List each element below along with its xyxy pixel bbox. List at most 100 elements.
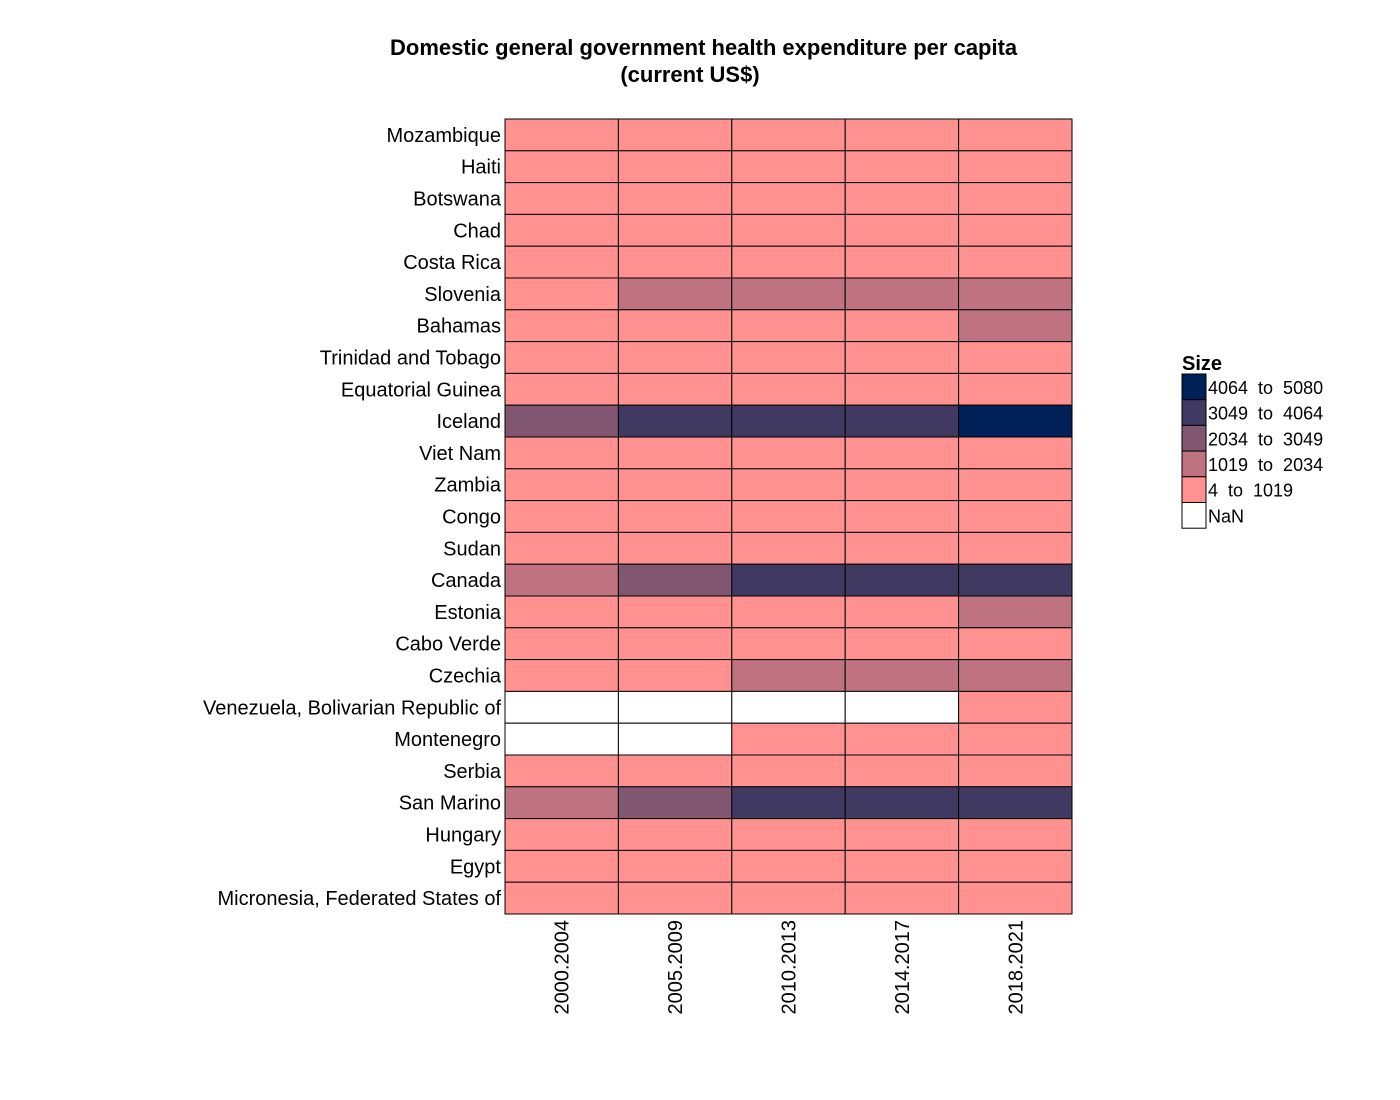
- y-tick-label: Bahamas: [417, 316, 502, 338]
- heatmap-cell-iceland-2014-2017: [844, 404, 960, 438]
- heatmap-cell-trinidad-and-tobago-2005-2009: [617, 341, 733, 374]
- heatmap-cell-czechia-2005-2009: [617, 659, 733, 692]
- heatmap-cell-haiti-2014-2017: [844, 150, 960, 184]
- heatmap-cell-mozambique-2018-2021: [958, 118, 1073, 152]
- heatmap-cell-mozambique-2000-2004: [504, 118, 619, 152]
- heatmap-cell-venezuela-bolivarian-republic-of-2005-2009: [617, 690, 733, 724]
- legend-swatch: [1181, 502, 1207, 529]
- heatmap-cell-congo-2014-2017: [844, 500, 960, 533]
- heatmap-cell-egypt-2010-2013: [731, 849, 846, 883]
- y-tick-label: Costa Rica: [403, 252, 502, 274]
- heatmap-cell-equatorial-guinea-2018-2021: [958, 372, 1073, 406]
- legend-label: 1019 to 2034: [1208, 455, 1323, 475]
- heatmap-cell-iceland-2010-2013: [731, 404, 846, 438]
- heatmap-cell-botswana-2014-2017: [844, 182, 960, 215]
- heatmap-cell-iceland-2000-2004: [504, 404, 619, 438]
- legend-title: Size: [1182, 353, 1222, 375]
- heatmap-cell-cabo-verde-2005-2009: [617, 627, 733, 661]
- heatmap-cell-botswana-2000-2004: [504, 182, 619, 215]
- heatmap-cell-cabo-verde-2018-2021: [958, 627, 1073, 661]
- legend-label: NaN: [1208, 506, 1244, 526]
- y-tick-label: Chad: [453, 220, 501, 242]
- y-tick-label: Egypt: [450, 856, 502, 878]
- heatmap-cell-hungary-2005-2009: [617, 818, 733, 851]
- heatmap-cell-montenegro-2005-2009: [617, 722, 733, 756]
- heatmap-cell-serbia-2014-2017: [844, 754, 960, 788]
- heatmap-cell-congo-2010-2013: [731, 500, 846, 533]
- heatmap-cell-estonia-2014-2017: [844, 595, 960, 629]
- y-tick-label: Viet Nam: [419, 443, 501, 465]
- legend-label: 3049 to 4064: [1208, 404, 1323, 424]
- heatmap-cell-serbia-2005-2009: [617, 754, 733, 788]
- legend-swatch: [1181, 373, 1207, 401]
- heatmap-cell-zambia-2000-2004: [504, 468, 619, 502]
- heatmap-cell-bahamas-2000-2004: [504, 309, 619, 343]
- heatmap-cell-serbia-2000-2004: [504, 754, 619, 788]
- y-tick-label: Estonia: [434, 602, 502, 624]
- heatmap-cell-sudan-2018-2021: [958, 531, 1073, 565]
- heatmap-cell-czechia-2010-2013: [731, 659, 846, 692]
- heatmap-cell-equatorial-guinea-2000-2004: [504, 372, 619, 406]
- heatmap-cell-canada-2005-2009: [617, 563, 733, 597]
- y-tick-label: Zambia: [434, 475, 502, 497]
- heatmap-cell-montenegro-2014-2017: [844, 722, 960, 756]
- heatmap-cell-haiti-2005-2009: [617, 150, 733, 184]
- heatmap-cell-canada-2010-2013: [731, 563, 846, 597]
- heatmap-cell-montenegro-2018-2021: [958, 722, 1073, 756]
- y-tick-label: Venezuela, Bolivarian Republic of: [203, 697, 501, 719]
- heatmap-cell-micronesia-federated-states-of-2014-2017: [844, 881, 960, 915]
- y-tick-label: Micronesia, Federated States of: [218, 888, 502, 910]
- legend: Size 4064 to 5080 3049 to 4064 2034 to 3049…: [1181, 353, 1323, 529]
- heatmap-cell-zambia-2014-2017: [844, 468, 960, 502]
- heatmap-cell-egypt-2005-2009: [617, 849, 733, 883]
- heatmap-cell-haiti-2018-2021: [958, 150, 1073, 184]
- heatmap-cell-trinidad-and-tobago-2014-2017: [844, 341, 960, 374]
- x-tick-label: 2018.2021: [1005, 920, 1027, 1015]
- heatmap-cell-hungary-2014-2017: [844, 818, 960, 851]
- heatmap-cell-zambia-2010-2013: [731, 468, 846, 502]
- heatmap-cell-bahamas-2014-2017: [844, 309, 960, 343]
- heatmap-cell-venezuela-bolivarian-republic-of-2014-2017: [844, 690, 960, 724]
- heatmap-cell-haiti-2000-2004: [504, 150, 619, 184]
- heatmap-cell-venezuela-bolivarian-republic-of-2018-2021: [958, 690, 1073, 724]
- heatmap-cell-costa-rica-2000-2004: [504, 245, 619, 279]
- heatmap-cell-san-marino-2010-2013: [731, 786, 846, 820]
- heatmap-cell-serbia-2010-2013: [731, 754, 846, 788]
- heatmap-cell-estonia-2005-2009: [617, 595, 733, 629]
- heatmap-cell-hungary-2000-2004: [504, 818, 619, 851]
- heatmap-cell-viet-nam-2010-2013: [731, 436, 846, 470]
- heatmap-cell-egypt-2000-2004: [504, 849, 619, 883]
- heatmap-cell-costa-rica-2014-2017: [844, 245, 960, 279]
- heatmap-cell-montenegro-2010-2013: [731, 722, 846, 756]
- heatmap-cell-equatorial-guinea-2014-2017: [844, 372, 960, 406]
- heatmap-cell-trinidad-and-tobago-2018-2021: [958, 341, 1073, 374]
- y-tick-label: Cabo Verde: [395, 634, 501, 656]
- heatmap-cell-sudan-2005-2009: [617, 531, 733, 565]
- heatmap-cell-chad-2014-2017: [844, 213, 960, 247]
- heatmap-cell-bahamas-2018-2021: [958, 309, 1073, 343]
- y-tick-label: Congo: [442, 507, 501, 529]
- heatmap-cell-viet-nam-2005-2009: [617, 436, 733, 470]
- heatmap-cell-serbia-2018-2021: [958, 754, 1073, 788]
- y-tick-label: Trinidad and Tobago: [320, 348, 501, 370]
- heatmap-cell-czechia-2014-2017: [844, 659, 960, 692]
- heatmap-cell-equatorial-guinea-2010-2013: [731, 372, 846, 406]
- heatmap-cell-san-marino-2014-2017: [844, 786, 960, 820]
- heatmap-cell-venezuela-bolivarian-republic-of-2000-2004: [504, 690, 619, 724]
- heatmap-cell-sudan-2014-2017: [844, 531, 960, 565]
- y-tick-label: Mozambique: [386, 125, 501, 147]
- heatmap-cell-micronesia-federated-states-of-2010-2013: [731, 881, 846, 915]
- heatmap-cells: [504, 118, 1073, 915]
- heatmap-cell-canada-2018-2021: [958, 563, 1073, 597]
- heatmap-cell-zambia-2018-2021: [958, 468, 1073, 502]
- heatmap-cell-sudan-2000-2004: [504, 531, 619, 565]
- heatmap-cell-zambia-2005-2009: [617, 468, 733, 502]
- heatmap-cell-costa-rica-2010-2013: [731, 245, 846, 279]
- heatmap-cell-slovenia-2018-2021: [958, 277, 1073, 311]
- y-tick-label: Hungary: [425, 825, 501, 847]
- heatmap-cell-congo-2005-2009: [617, 500, 733, 533]
- legend-swatch: [1181, 476, 1207, 503]
- heatmap-cell-egypt-2018-2021: [958, 849, 1073, 883]
- y-tick-label: Canada: [431, 570, 502, 592]
- y-tick-label: Serbia: [443, 761, 502, 783]
